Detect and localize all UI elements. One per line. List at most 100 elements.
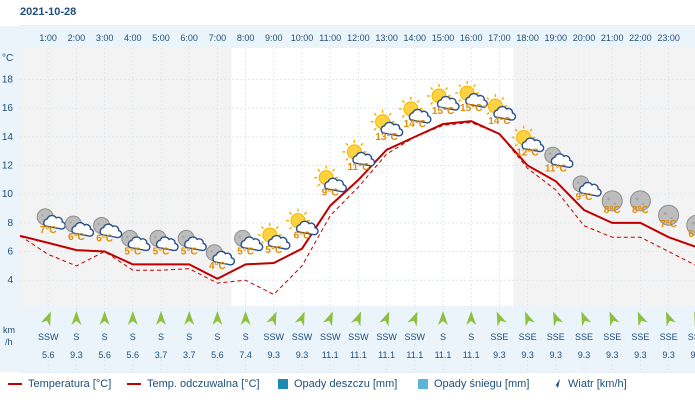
moon-crater	[238, 235, 241, 239]
wind-direction: S	[214, 332, 220, 342]
moon-crater	[577, 181, 580, 184]
wind-arrow-shape	[581, 311, 592, 327]
wind-arrow-icon	[212, 311, 223, 325]
wind-arrow-shape	[40, 311, 51, 327]
hour-label: 20:00	[573, 33, 596, 43]
wind-speed: 7.4	[239, 350, 252, 360]
wind-direction: S	[186, 332, 192, 342]
wind-direction: SSE	[490, 332, 508, 342]
wind-direction: S	[243, 332, 249, 342]
hour-label: 8:00	[237, 33, 255, 43]
feels-like-line	[19, 121, 695, 296]
night-shade-morning	[20, 48, 232, 306]
wind-arrow-shape	[553, 311, 564, 327]
hour-label: 1:00	[39, 33, 57, 43]
y-tick-label: 18	[2, 75, 14, 86]
cloud-shape	[99, 223, 123, 239]
wind-direction: SSW	[264, 332, 285, 342]
temp-label: 9°C	[322, 188, 339, 199]
moon-cloud-icon	[64, 215, 95, 237]
wind-direction: S	[468, 332, 474, 342]
moon-crater	[210, 249, 213, 253]
wind-speed: 5.6	[42, 350, 55, 360]
wind-arrow-icon	[322, 311, 333, 327]
hour-label: 12:00	[347, 33, 370, 43]
y-tick-label: 6	[7, 247, 13, 258]
wind-speed: 11.1	[435, 350, 452, 360]
temp-label: 15°C	[460, 103, 482, 114]
cloud-shape	[212, 250, 236, 266]
temp-label: 8°C	[632, 205, 649, 216]
wind-arrow-shape	[212, 311, 223, 325]
temp-label: 6°C	[68, 232, 85, 243]
wind-arrow-shape	[466, 311, 477, 325]
wind-speed: 5.6	[127, 350, 140, 360]
y-tick-label: 16	[2, 103, 14, 114]
legend-rain-label: Opady deszczu [mm]	[294, 378, 398, 390]
wind-arrow-icon	[553, 379, 560, 389]
hour-label: 3:00	[96, 33, 114, 43]
wind-arrow-shape	[240, 311, 251, 325]
hour-label: 14:00	[404, 33, 427, 43]
cloud-shape	[240, 236, 264, 252]
wind-arrow-shape	[127, 311, 138, 325]
cloud-shape	[71, 222, 95, 237]
wind-arrow-icon	[609, 311, 620, 327]
wind-direction: SSE	[547, 332, 565, 342]
moon-cloud-icon	[234, 229, 264, 252]
sun-cloud-icon	[427, 83, 460, 111]
sun-ray	[373, 112, 377, 116]
wind-speed: 5.6	[211, 350, 224, 360]
wind-direction: S	[158, 332, 164, 342]
y-tick-label: 8	[7, 218, 13, 229]
y-tick-label: 12	[2, 161, 14, 172]
wind-arrow-icon	[524, 311, 535, 327]
wind-arrow-icon	[407, 311, 418, 327]
hour-label: 22:00	[629, 33, 652, 43]
temp-label: 7°C	[40, 225, 57, 236]
wind-arrow-shape	[609, 311, 620, 327]
legend-temperature-label: Temperatura [°C]	[28, 378, 112, 390]
wind-speed: 9.3	[268, 350, 281, 360]
cloud-shape	[578, 181, 602, 197]
temp-label: 5°C	[124, 246, 141, 257]
sun-cloud-icon	[342, 139, 376, 167]
wind-arrow-shape	[637, 311, 648, 327]
moon-icon	[658, 204, 680, 226]
wind-arrow-shape	[351, 311, 362, 327]
temp-label: 14°C	[404, 119, 426, 130]
moon-cloud-icon	[121, 229, 151, 252]
y-tick-label: 10	[2, 189, 14, 200]
cloud-shape	[184, 236, 207, 252]
wind-unit-label: km	[3, 325, 15, 335]
wind-speed: 11.1	[406, 350, 423, 360]
cloud-shape	[436, 95, 460, 111]
sun-cloud-icon	[483, 94, 517, 121]
hour-label: 13:00	[375, 33, 398, 43]
moon-cloud-icon	[36, 208, 66, 230]
temp-label: 4°C	[209, 261, 226, 272]
legend-snow: Opady śniegu [mm]	[418, 378, 529, 390]
wind-arrow-shape	[665, 311, 676, 327]
hour-label: 23:00	[657, 33, 680, 43]
cloud-shape	[267, 234, 291, 250]
sun-ray	[429, 86, 434, 91]
wind-speed: 9.3	[691, 350, 695, 360]
moon-crater	[614, 202, 617, 206]
wind-direction: SSW	[405, 332, 426, 342]
hour-label: 7:00	[209, 33, 227, 43]
wind-arrow-icon	[581, 311, 592, 327]
wind-unit-label: /h	[5, 337, 13, 347]
wind-direction: S	[130, 332, 136, 342]
wind-arrow-icon	[99, 311, 110, 325]
wind-direction: SSW	[348, 332, 369, 342]
wind-direction: SSE	[688, 332, 695, 342]
forecast-date: 2021-10-28	[20, 6, 77, 18]
sun-ray	[288, 226, 293, 230]
temp-label: 11°C	[348, 162, 370, 173]
cloud-shape	[352, 151, 376, 167]
wind-speed: 9.3	[550, 350, 563, 360]
wind-direction: SSE	[603, 332, 621, 342]
wind-direction: SSE	[575, 332, 593, 342]
wind-arrow-shape	[438, 311, 448, 325]
